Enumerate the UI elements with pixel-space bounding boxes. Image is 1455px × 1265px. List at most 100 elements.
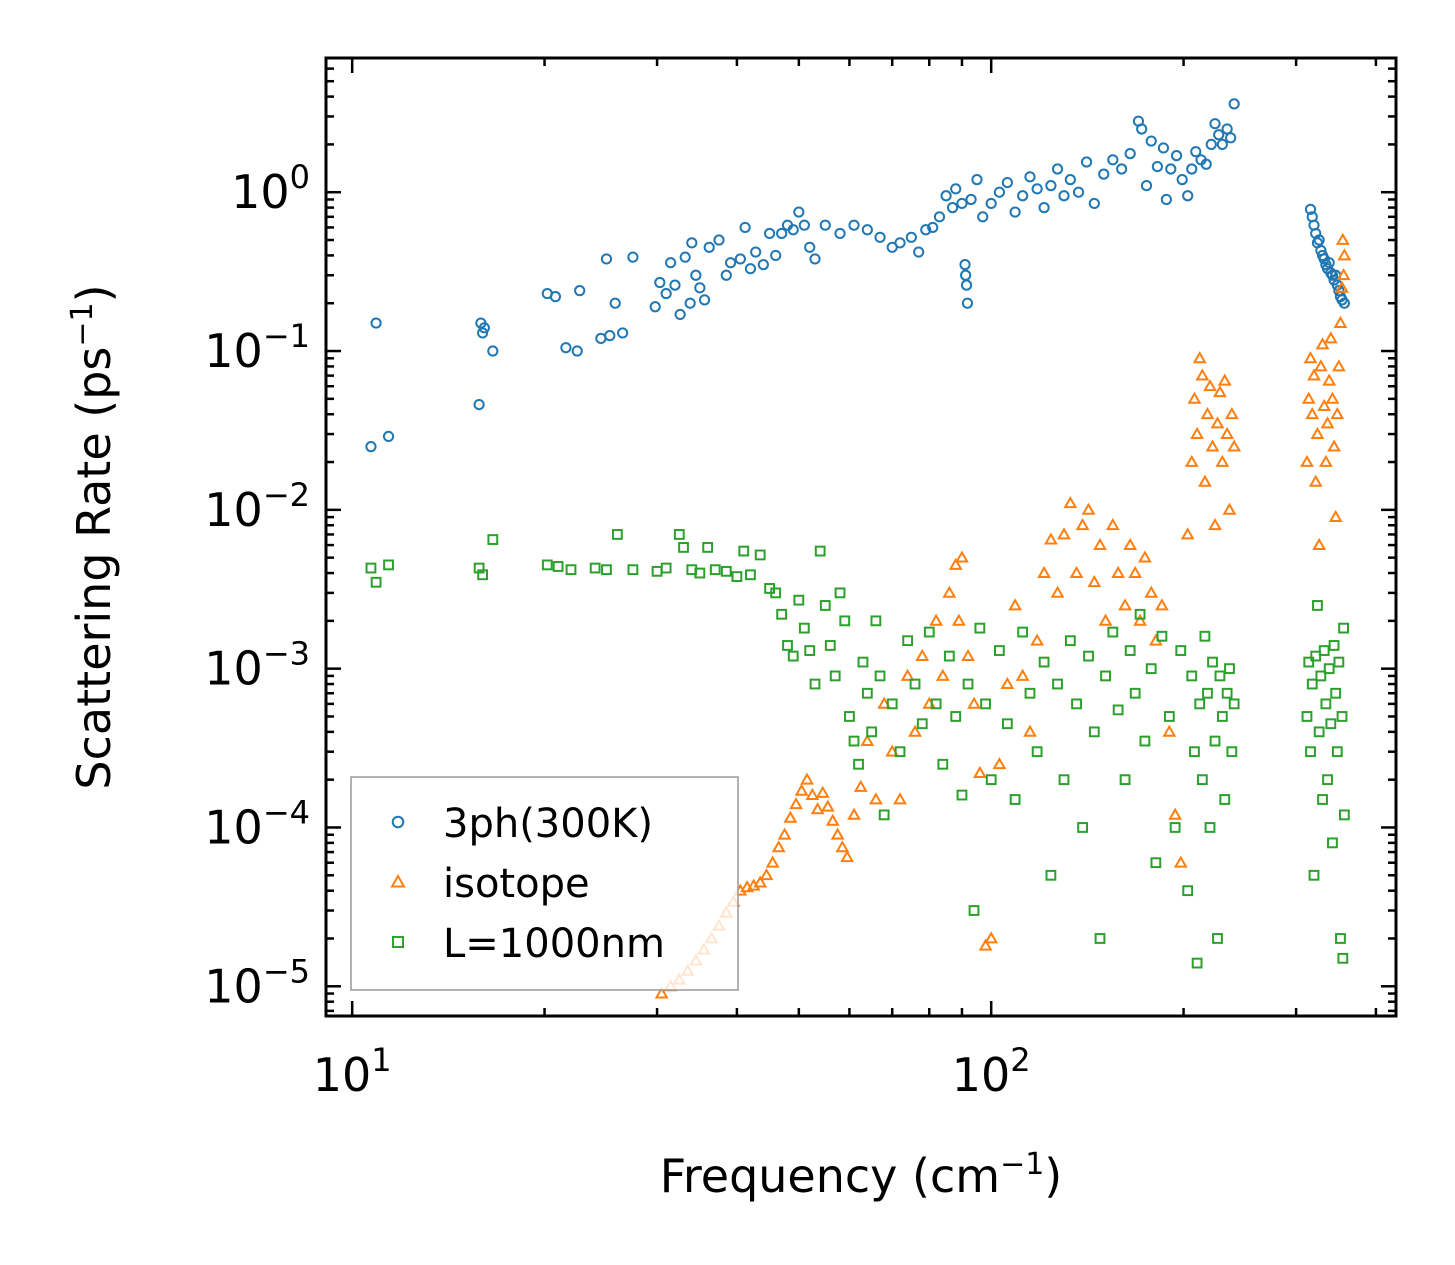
legend-label-3ph: 3ph(300K) [443,801,653,847]
data-point [1195,368,1210,381]
data-point [1190,426,1205,439]
data-point [473,398,485,411]
data-point [825,813,840,826]
data-point [1333,315,1348,328]
data-point [684,297,696,309]
data-point [1322,373,1337,386]
data-point [956,197,968,210]
data-point [1303,656,1315,668]
data-point [804,645,816,656]
data-point [1145,663,1157,675]
data-point [1163,711,1175,722]
data-point [961,648,975,661]
data-point [1136,123,1148,135]
data-point [745,569,756,581]
data-point [1009,794,1021,805]
legend-label-l1000nm: L=1000nm [443,921,665,967]
data-point [993,186,1006,198]
data-point [763,227,776,240]
data-point [1219,794,1231,805]
data-point [541,559,553,571]
legend-box [350,776,739,991]
data-point [601,564,612,576]
data-point [1170,150,1183,162]
series-0 [365,98,1350,453]
data-point [1308,474,1323,487]
data-point [1318,454,1333,467]
data-point [1216,138,1228,151]
data-point [1134,608,1146,620]
data-point [1144,585,1159,598]
data-point [1184,454,1199,467]
data-point [1336,268,1351,281]
y-axis-title: Scattering Rate (ps−1) [65,284,121,789]
data-point [815,785,830,798]
data-point [674,308,686,321]
plot-frame [324,56,1398,1018]
data-point [679,251,691,263]
data-point [1017,626,1029,638]
data-point [1331,359,1346,372]
data-point [915,648,930,661]
data-point [1336,711,1348,722]
data-point [1335,232,1350,245]
data-point [794,783,809,796]
data-point [894,746,906,758]
data-point [1182,885,1194,897]
data-point [654,276,666,289]
data-point [798,622,810,634]
data-point [1031,746,1043,758]
data-point [487,345,499,357]
data-point [809,678,821,690]
data-point [920,224,932,236]
data-point [370,317,382,329]
data-point [1306,678,1318,690]
data-point [1228,98,1240,110]
data-point [1335,280,1349,293]
series-2 [365,529,1350,969]
data-point [678,542,689,553]
legend: 3ph(300K) isotope L=1000nm [350,776,739,991]
data-point [1093,537,1107,550]
data-point [830,827,845,840]
data-point [783,810,798,823]
data-point [1221,123,1233,135]
legend-marker-square [391,935,405,949]
data-point [1200,407,1215,420]
data-point [1191,957,1203,969]
y-tick-label: 100 [231,158,310,219]
data-point [759,868,774,881]
data-point [720,565,732,577]
data-point [870,615,882,627]
data-point [908,724,922,737]
x-tick-label: 101 [313,1041,392,1102]
data-point [565,564,577,576]
data-point [805,787,820,800]
data-point [1173,855,1188,868]
data-point [478,322,490,334]
data-point [829,670,841,682]
data-point [793,206,805,218]
data-point [959,259,971,271]
data-point [1098,613,1113,626]
data-point [853,758,864,770]
data-point [913,246,925,258]
data-point [1037,565,1052,578]
data-point [1196,774,1208,786]
data-point [574,285,586,297]
data-point [1081,502,1096,515]
data-point [365,441,377,453]
data-point [819,600,831,611]
data-point [962,678,974,690]
data-point [909,678,921,690]
data-point [800,772,814,785]
data-point [810,802,825,815]
data-point [820,799,835,812]
data-point [1333,656,1345,668]
data-point [1175,645,1187,656]
data-point [1162,724,1177,737]
data-point [1200,158,1212,170]
data-point [1213,385,1227,398]
data-point [1155,598,1169,611]
data-point [1133,613,1148,626]
